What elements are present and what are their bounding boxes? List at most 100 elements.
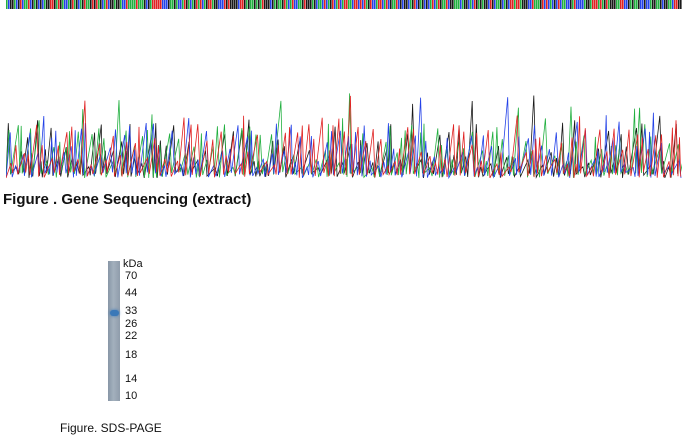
sequence-base-mark bbox=[398, 0, 400, 9]
sequence-base-mark bbox=[402, 0, 404, 9]
sequence-base-mark bbox=[24, 0, 26, 9]
sequence-base-mark bbox=[604, 0, 606, 9]
sequence-base-mark bbox=[290, 0, 292, 9]
sequence-base-mark bbox=[262, 0, 264, 9]
sequence-base-mark bbox=[244, 0, 246, 9]
sequence-base-mark bbox=[216, 0, 218, 9]
sequence-base-mark bbox=[476, 0, 478, 9]
sequence-base-mark bbox=[556, 0, 558, 9]
sequence-base-mark bbox=[500, 0, 502, 9]
sequence-base-mark bbox=[370, 0, 372, 9]
sequence-base-mark bbox=[276, 0, 278, 9]
sequence-base-mark bbox=[50, 0, 52, 9]
sequence-base-mark bbox=[132, 0, 134, 9]
sequence-base-mark bbox=[102, 0, 104, 9]
sequence-base-mark bbox=[110, 0, 112, 9]
sequence-base-mark bbox=[326, 0, 328, 9]
sequence-base-mark bbox=[118, 0, 120, 9]
sequence-base-mark bbox=[246, 0, 248, 9]
sequence-base-mark bbox=[640, 0, 642, 9]
sequence-base-mark bbox=[338, 0, 340, 9]
sequence-base-mark bbox=[30, 0, 32, 9]
sequence-base-mark bbox=[418, 0, 420, 9]
sequence-base-mark bbox=[364, 0, 366, 9]
sequence-base-mark bbox=[344, 0, 346, 9]
sequence-base-mark bbox=[450, 0, 452, 9]
sequence-base-mark bbox=[154, 0, 156, 9]
sequence-base-mark bbox=[502, 0, 504, 9]
sequence-base-mark bbox=[634, 0, 636, 9]
sequence-base-mark bbox=[98, 0, 100, 9]
sequence-base-mark bbox=[448, 0, 450, 9]
sequence-base-mark bbox=[612, 0, 614, 9]
sequence-base-mark bbox=[348, 0, 350, 9]
sequence-base-mark bbox=[350, 0, 352, 9]
sequence-base-mark bbox=[56, 0, 58, 9]
sequence-base-mark bbox=[550, 0, 552, 9]
sequence-base-mark bbox=[412, 0, 414, 9]
sequence-base-mark bbox=[404, 0, 406, 9]
sequence-base-mark bbox=[656, 0, 658, 9]
sequence-base-mark bbox=[58, 0, 60, 9]
sequence-base-mark bbox=[220, 0, 222, 9]
sequence-base-mark bbox=[628, 0, 630, 9]
sequence-base-mark bbox=[304, 0, 306, 9]
sequence-base-mark bbox=[158, 0, 160, 9]
sequence-base-mark bbox=[74, 0, 76, 9]
sequence-base-mark bbox=[68, 0, 70, 9]
sequence-base-mark bbox=[28, 0, 30, 9]
sequence-base-mark bbox=[584, 0, 586, 9]
sequence-base-mark bbox=[392, 0, 394, 9]
sequence-base-mark bbox=[518, 0, 520, 9]
sequence-base-mark bbox=[198, 0, 200, 9]
sequence-base-mark bbox=[76, 0, 78, 9]
sequence-base-mark bbox=[72, 0, 74, 9]
sequence-base-mark bbox=[552, 0, 554, 9]
sequence-base-mark bbox=[160, 0, 162, 9]
sequence-base-mark bbox=[330, 0, 332, 9]
sequence-base-mark bbox=[570, 0, 572, 9]
sequence-base-mark bbox=[644, 0, 646, 9]
sequence-base-mark bbox=[380, 0, 382, 9]
sequence-base-mark bbox=[386, 0, 388, 9]
sequence-base-mark bbox=[590, 0, 592, 9]
sequence-base-mark bbox=[316, 0, 318, 9]
sequence-base-mark bbox=[538, 0, 540, 9]
sequence-base-mark bbox=[196, 0, 198, 9]
sequence-base-mark bbox=[46, 0, 48, 9]
sequence-base-mark bbox=[14, 0, 16, 9]
sequence-base-mark bbox=[360, 0, 362, 9]
sequence-base-mark bbox=[668, 0, 670, 9]
sequence-base-mark bbox=[266, 0, 268, 9]
sequence-base-mark bbox=[294, 0, 296, 9]
sequence-base-mark bbox=[430, 0, 432, 9]
sequence-base-mark bbox=[94, 0, 96, 9]
sequence-base-mark bbox=[212, 0, 214, 9]
marker-label: 26 bbox=[125, 318, 138, 330]
marker-label: 44 bbox=[125, 287, 138, 299]
sequence-base-mark bbox=[482, 0, 484, 9]
sequence-base-mark bbox=[474, 0, 476, 9]
sequence-base-mark bbox=[480, 0, 482, 9]
sequence-base-mark bbox=[42, 0, 44, 9]
sequence-base-mark bbox=[594, 0, 596, 9]
sequence-base-mark bbox=[460, 0, 462, 9]
sequence-base-mark bbox=[522, 0, 524, 9]
marker-label: 10 bbox=[125, 390, 138, 402]
sequence-base-mark bbox=[346, 0, 348, 9]
sequence-base-mark bbox=[224, 0, 226, 9]
sequence-base-mark bbox=[568, 0, 570, 9]
sequence-base-mark bbox=[638, 0, 640, 9]
sequence-base-mark bbox=[296, 0, 298, 9]
sequence-base-mark bbox=[526, 0, 528, 9]
sequence-base-mark bbox=[388, 0, 390, 9]
sequence-base-mark bbox=[300, 0, 302, 9]
sequence-base-mark bbox=[288, 0, 290, 9]
trace-line bbox=[6, 93, 682, 179]
sequence-base-mark bbox=[650, 0, 652, 9]
sequence-base-mark bbox=[426, 0, 428, 9]
sequence-base-mark bbox=[484, 0, 486, 9]
sequence-base-mark bbox=[202, 0, 204, 9]
sequence-base-mark bbox=[444, 0, 446, 9]
sequence-base-mark bbox=[194, 0, 196, 9]
